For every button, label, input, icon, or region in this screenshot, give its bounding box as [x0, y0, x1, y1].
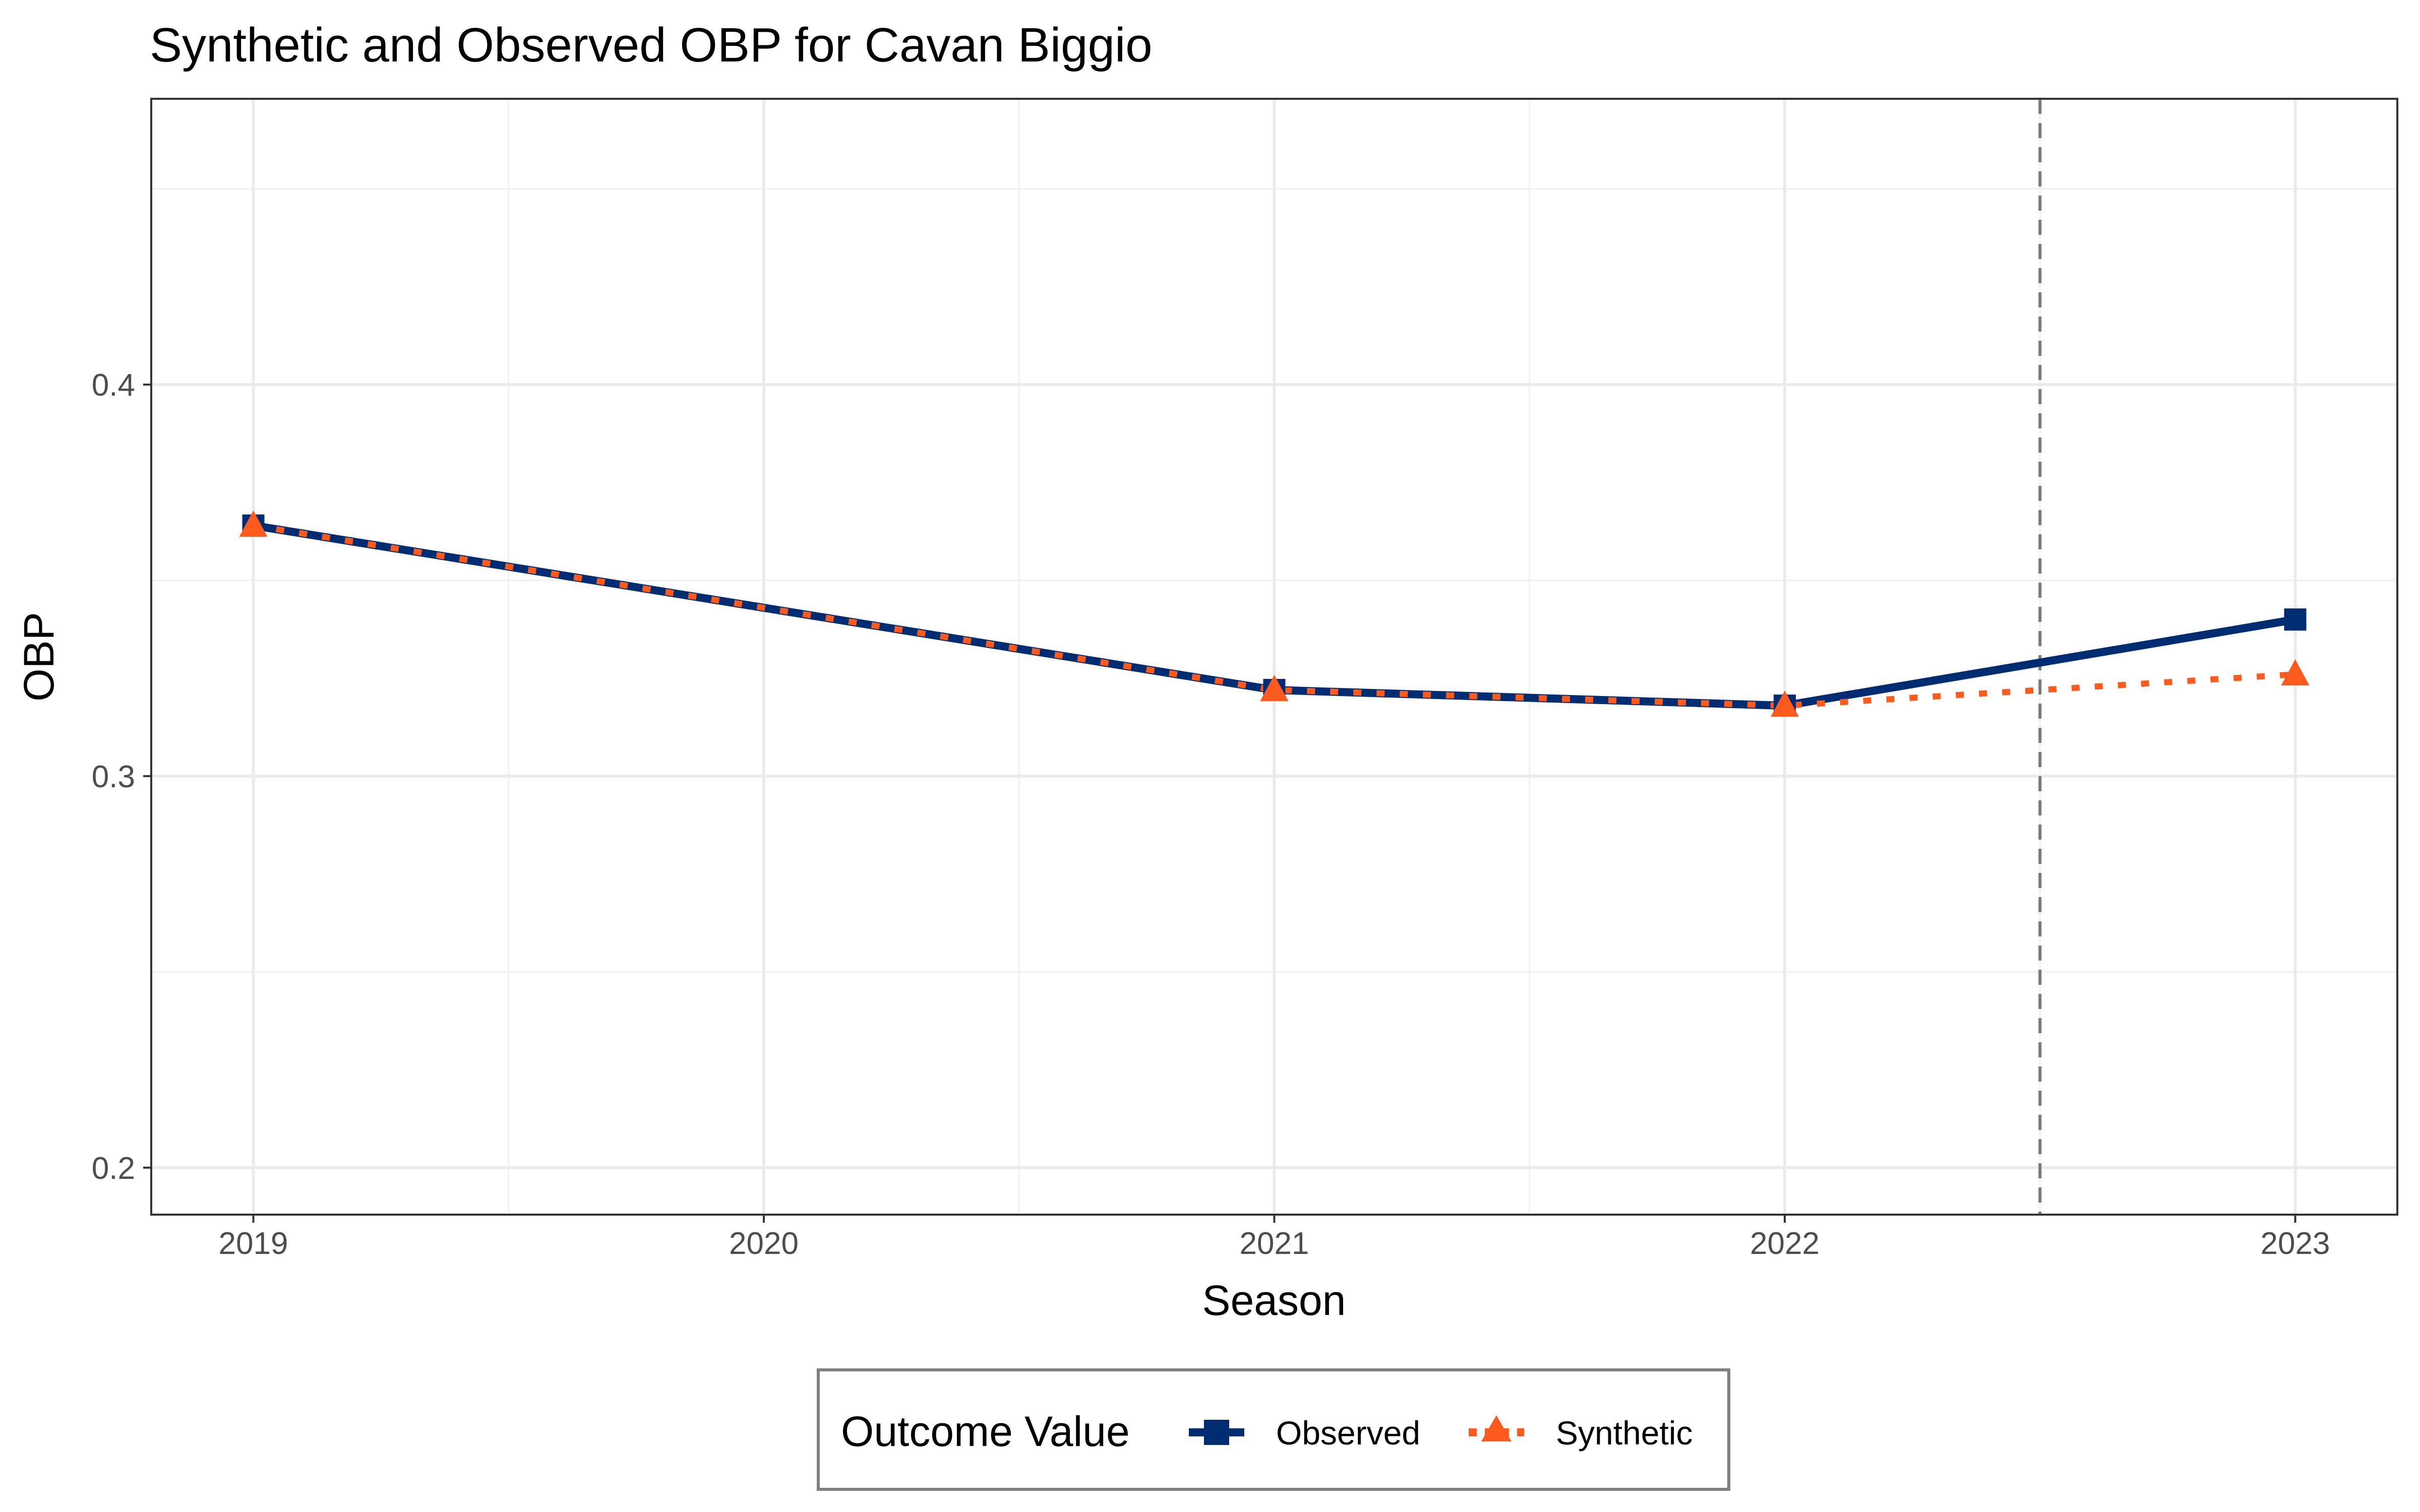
point-synthetic-2022: [1771, 690, 1799, 717]
legend: Outcome Value Observed Synthetic: [817, 1368, 1730, 1491]
series-layer: [239, 510, 2310, 717]
series-line-synthetic: [253, 522, 2295, 709]
y-tick-label: 0.2: [92, 1151, 135, 1186]
x-tick-label: 2022: [1750, 1226, 1820, 1261]
y-tick-label: 0.4: [92, 368, 135, 403]
point-observed-2023: [2284, 608, 2307, 631]
x-tick-label: 2019: [219, 1226, 288, 1261]
x-tick-label: 2023: [2261, 1226, 2330, 1261]
legend-title: Outcome Value: [841, 1408, 1130, 1455]
x-axis-title: Season: [1202, 1277, 1346, 1324]
legend-synthetic-marker: [1481, 1415, 1511, 1441]
y-axis-title: OBP: [15, 612, 63, 701]
legend-label-observed: Observed: [1276, 1414, 1420, 1452]
x-tick-label: 2020: [729, 1226, 799, 1261]
y-axis: 0.2 0.3 0.4: [92, 368, 151, 1186]
x-tick-label: 2021: [1240, 1226, 1309, 1261]
x-axis: 2019 2020 2021 2022 2023: [219, 1215, 2330, 1261]
grid-layer: [151, 99, 2397, 1215]
legend-key-observed: [1189, 1420, 1244, 1445]
legend-key-synthetic: [1469, 1415, 1524, 1441]
legend-observed-marker: [1204, 1420, 1229, 1445]
legend-label-synthetic: Synthetic: [1556, 1414, 1692, 1452]
y-tick-label: 0.3: [92, 760, 135, 794]
point-synthetic-2019: [239, 510, 268, 537]
plot-panel: [150, 98, 2398, 1216]
legend-box: [817, 1368, 1730, 1491]
point-synthetic-2023: [2281, 659, 2310, 685]
chart-title: Synthetic and Observed OBP for Cavan Big…: [150, 18, 1153, 72]
point-synthetic-2021: [1260, 675, 1289, 702]
